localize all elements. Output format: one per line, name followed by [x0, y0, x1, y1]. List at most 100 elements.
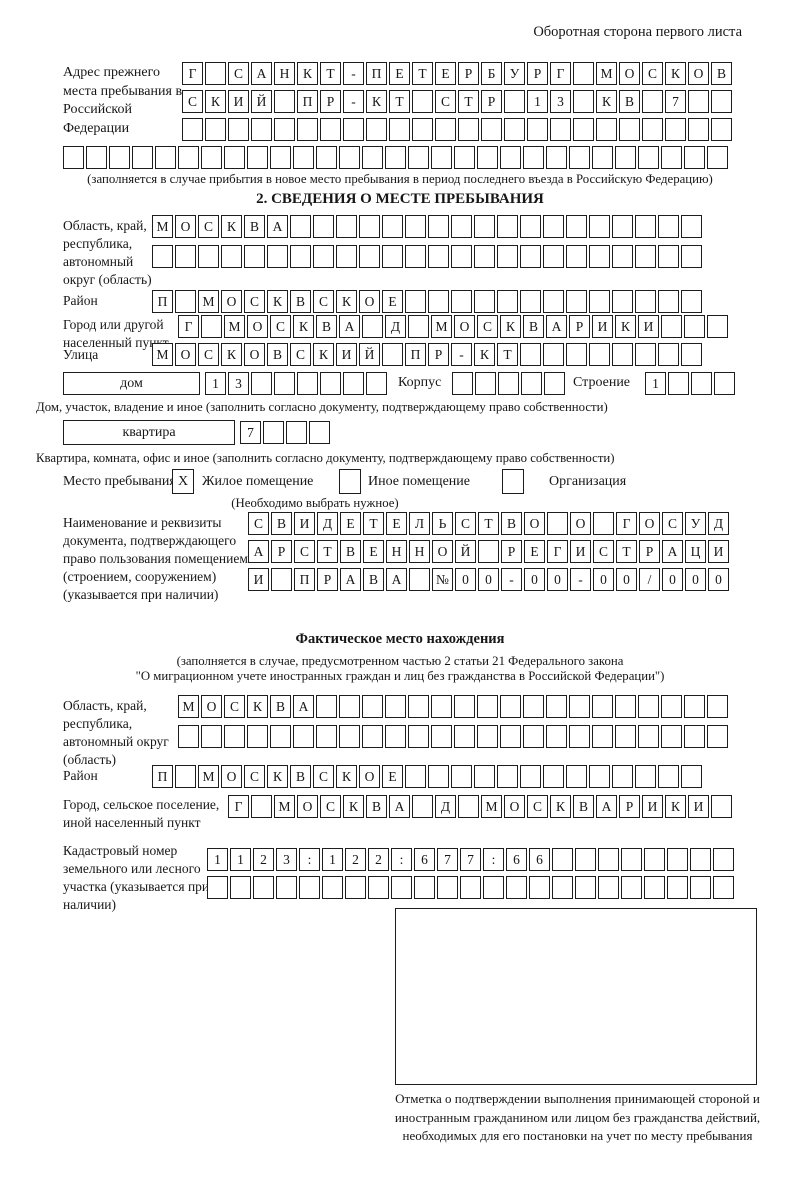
char-box[interactable] [414, 876, 435, 899]
char-box[interactable]: О [454, 315, 475, 338]
char-box[interactable] [435, 118, 456, 141]
char-box[interactable]: С [244, 290, 265, 313]
char-box[interactable] [714, 372, 735, 395]
char-box[interactable] [247, 146, 268, 169]
char-box[interactable]: К [205, 90, 226, 113]
char-box[interactable] [661, 695, 682, 718]
char-box[interactable] [575, 848, 596, 871]
char-box[interactable]: О [524, 512, 545, 535]
char-box[interactable] [132, 146, 153, 169]
char-box[interactable]: С [248, 512, 269, 535]
char-box[interactable] [366, 372, 387, 395]
char-box[interactable] [270, 146, 291, 169]
char-box[interactable]: 1 [322, 848, 343, 871]
char-box[interactable]: 6 [529, 848, 550, 871]
char-box[interactable]: П [297, 90, 318, 113]
char-box[interactable]: М [178, 695, 199, 718]
char-box[interactable]: К [297, 62, 318, 85]
char-box[interactable]: С [455, 512, 476, 535]
char-box[interactable]: О [221, 765, 242, 788]
char-box[interactable]: О [359, 290, 380, 313]
char-box[interactable] [658, 343, 679, 366]
char-box[interactable]: И [708, 540, 729, 563]
char-box[interactable]: О [639, 512, 660, 535]
char-box[interactable]: Г [182, 62, 203, 85]
char-box[interactable] [339, 695, 360, 718]
char-box[interactable]: 0 [593, 568, 614, 591]
char-box[interactable] [454, 695, 475, 718]
char-box[interactable]: И [570, 540, 591, 563]
char-box[interactable]: В [267, 343, 288, 366]
char-box[interactable] [520, 343, 541, 366]
char-box[interactable] [408, 725, 429, 748]
char-box[interactable] [711, 795, 732, 818]
char-box[interactable] [642, 90, 663, 113]
char-box[interactable] [408, 315, 429, 338]
char-box[interactable]: И [688, 795, 709, 818]
char-box[interactable] [543, 215, 564, 238]
char-box[interactable]: С [320, 795, 341, 818]
char-box[interactable] [389, 118, 410, 141]
char-box[interactable] [412, 118, 433, 141]
char-box[interactable] [366, 118, 387, 141]
char-box[interactable] [661, 315, 682, 338]
char-box[interactable] [543, 245, 564, 268]
char-box[interactable] [589, 215, 610, 238]
char-box[interactable] [658, 765, 679, 788]
char-box[interactable]: Н [386, 540, 407, 563]
char-box[interactable] [316, 725, 337, 748]
char-box[interactable]: Е [386, 512, 407, 535]
char-box[interactable] [713, 876, 734, 899]
char-box[interactable] [543, 765, 564, 788]
char-box[interactable]: 0 [524, 568, 545, 591]
char-box[interactable]: В [573, 795, 594, 818]
char-box[interactable]: В [290, 290, 311, 313]
stroenie-row[interactable]: 1 [645, 372, 735, 395]
char-box[interactable] [500, 146, 521, 169]
char-box[interactable]: / [639, 568, 660, 591]
char-box[interactable]: Т [412, 62, 433, 85]
char-box[interactable] [661, 725, 682, 748]
char-box[interactable]: О [688, 62, 709, 85]
char-box[interactable]: О [247, 315, 268, 338]
char-box[interactable] [498, 372, 519, 395]
char-box[interactable]: Г [616, 512, 637, 535]
char-box[interactable]: 2 [368, 848, 389, 871]
char-box[interactable] [707, 315, 728, 338]
char-box[interactable]: К [474, 343, 495, 366]
char-box[interactable]: 7 [240, 421, 261, 444]
char-box[interactable] [546, 146, 567, 169]
char-box[interactable]: И [592, 315, 613, 338]
char-box[interactable] [385, 146, 406, 169]
char-box[interactable] [454, 146, 475, 169]
char-box[interactable]: 0 [547, 568, 568, 591]
char-box[interactable]: П [152, 765, 173, 788]
char-box[interactable] [573, 62, 594, 85]
char-box[interactable] [293, 146, 314, 169]
char-box[interactable] [621, 876, 642, 899]
char-box[interactable] [546, 695, 567, 718]
char-box[interactable]: : [299, 848, 320, 871]
char-box[interactable]: Р [569, 315, 590, 338]
char-box[interactable]: И [248, 568, 269, 591]
char-box[interactable] [497, 215, 518, 238]
char-box[interactable] [667, 876, 688, 899]
char-box[interactable]: Г [547, 540, 568, 563]
char-box[interactable] [412, 795, 433, 818]
char-box[interactable] [244, 245, 265, 268]
char-box[interactable] [270, 725, 291, 748]
char-box[interactable] [500, 725, 521, 748]
char-box[interactable]: А [596, 795, 617, 818]
char-box[interactable] [431, 725, 452, 748]
char-box[interactable] [224, 725, 245, 748]
char-box[interactable] [221, 245, 242, 268]
char-box[interactable] [431, 695, 452, 718]
char-box[interactable] [546, 725, 567, 748]
char-box[interactable] [592, 146, 613, 169]
char-box[interactable] [598, 876, 619, 899]
char-box[interactable]: Е [382, 765, 403, 788]
char-box[interactable] [658, 215, 679, 238]
char-box[interactable]: Д [435, 795, 456, 818]
char-box[interactable] [589, 343, 610, 366]
char-box[interactable] [362, 695, 383, 718]
